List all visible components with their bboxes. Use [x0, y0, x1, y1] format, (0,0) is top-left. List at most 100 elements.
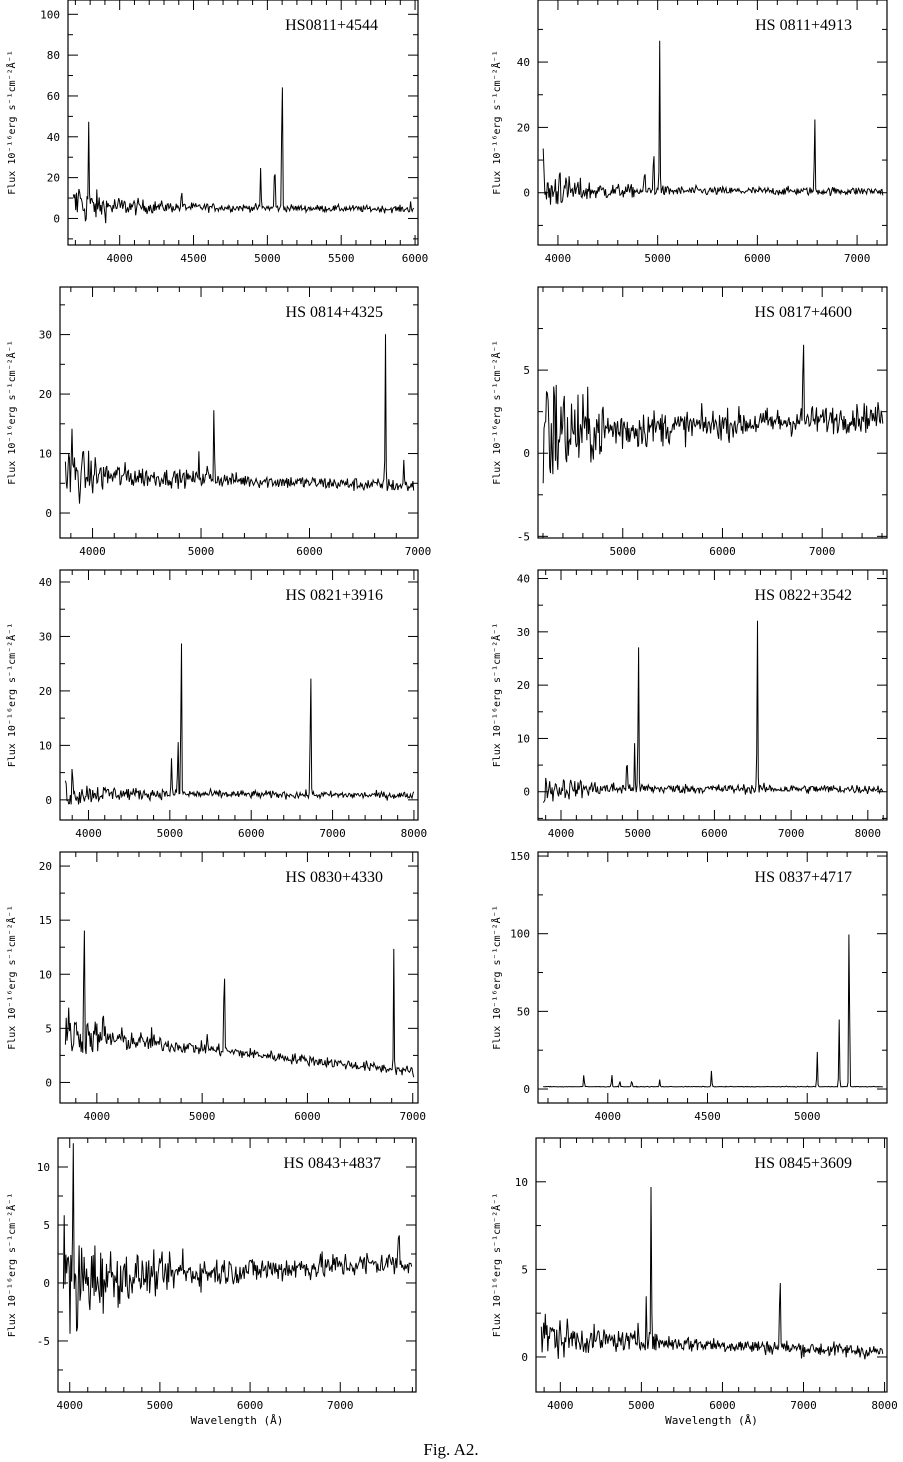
- y-tick-label: 50: [517, 1005, 530, 1018]
- x-tick-label: 7000: [405, 545, 432, 558]
- y-tick-label: 20: [39, 860, 52, 873]
- y-tick-label: 10: [37, 1161, 50, 1174]
- y-axis-label: Flux 10⁻¹⁶erg s⁻¹cm⁻²Å⁻¹: [5, 1193, 18, 1338]
- spectrum-line: [72, 87, 415, 224]
- x-tick-label: 4000: [56, 1399, 83, 1412]
- x-tick-label: 8000: [855, 827, 882, 840]
- y-tick-label: 30: [39, 329, 52, 342]
- x-tick-label: 5000: [147, 1399, 174, 1412]
- spectrum-line: [64, 334, 415, 504]
- spectrum-panel-4: 5000 6000 7000 -5 0 5 HS 0817+4600 Flux 10⁻¹⁶er…: [490, 286, 888, 558]
- x-tick-label: 6000: [296, 545, 323, 558]
- spectrum-panel-2: 4000 5000 6000 7000 0 20 40 HS 0811+4913 Flux 10…: [490, 0, 888, 265]
- x-tick-label: 4500: [180, 252, 207, 265]
- x-tick-label: 5500: [328, 252, 355, 265]
- x-tick-label: 4000: [595, 1110, 622, 1123]
- x-tick-label: 4000: [106, 252, 133, 265]
- x-axis-label: Wavelength (Å): [665, 1414, 758, 1427]
- spectrum-line: [542, 620, 884, 803]
- spectrum-panel-7: 4000 5000 6000 7000 0 5 10 15 20 HS 0830+4330 Flux…: [5, 851, 426, 1123]
- y-axis-label: Flux 10⁻¹⁶erg s⁻¹cm⁻²Å⁻¹: [5, 623, 18, 768]
- panel-frame: [537, 569, 888, 821]
- spectrum-line: [64, 643, 415, 805]
- x-tick-label: 5000: [157, 827, 184, 840]
- panel-frame: [57, 1137, 417, 1393]
- y-tick-label: 30: [39, 630, 52, 643]
- spectrum-panel-1: 4000 4500 5000 5500 6000 0 20 40 60 80 100 HS0811+4…: [5, 0, 428, 265]
- y-axis-label: Flux 10⁻¹⁶erg s⁻¹cm⁻²Å⁻¹: [490, 50, 503, 195]
- x-tick-label: 7000: [844, 252, 871, 265]
- x-tick-label: 7000: [809, 545, 836, 558]
- x-tick-label: 6000: [237, 1399, 264, 1412]
- panel-title: HS 0843+4837: [284, 1155, 381, 1172]
- x-tick-label: 6000: [294, 1110, 321, 1123]
- panel-title: HS 0845+3609: [755, 1155, 852, 1172]
- x-tick-label: 5000: [188, 545, 215, 558]
- panel-frame: [59, 851, 419, 1104]
- y-tick-label: 0: [45, 794, 52, 807]
- y-tick-label: 150: [510, 850, 530, 863]
- y-tick-label: 5: [45, 1022, 52, 1035]
- y-tick-label: 20: [47, 172, 60, 185]
- x-tick-label: 4000: [548, 827, 575, 840]
- x-tick-label: 5000: [624, 827, 651, 840]
- y-tick-label: 20: [39, 685, 52, 698]
- y-tick-label: 100: [40, 8, 60, 21]
- y-tick-label: 10: [39, 968, 52, 981]
- panel-frame: [537, 286, 888, 539]
- spectrum-panel-6: 4000 5000 6000 7000 8000 0 10 20 30 40 HS 0822+354…: [490, 569, 888, 840]
- x-tick-label: 4000: [79, 545, 106, 558]
- y-tick-label: 0: [523, 786, 530, 799]
- x-tick-label: 5000: [254, 252, 281, 265]
- y-tick-label: 40: [39, 576, 52, 589]
- x-tick-label: 8000: [401, 827, 428, 840]
- y-axis-label: Flux 10⁻¹⁶erg s⁻¹cm⁻²Å⁻¹: [5, 50, 18, 195]
- spectrum-line: [542, 344, 884, 484]
- panel-title: HS 0837+4717: [755, 869, 852, 886]
- panel-title: HS 0822+3542: [755, 587, 852, 604]
- x-tick-label: 6000: [744, 252, 771, 265]
- x-tick-label: 4000: [545, 252, 572, 265]
- y-tick-label: 0: [45, 1076, 52, 1089]
- x-tick-label: 5000: [189, 1110, 216, 1123]
- y-axis-label: Flux 10⁻¹⁶erg s⁻¹cm⁻²Å⁻¹: [490, 340, 503, 485]
- panel-frame: [67, 0, 419, 246]
- y-tick-label: 100: [510, 928, 530, 941]
- panel-title: HS0811+4544: [285, 17, 378, 34]
- x-tick-label: 4500: [694, 1110, 721, 1123]
- y-tick-label: 5: [523, 364, 530, 377]
- x-tick-label: 7000: [790, 1399, 817, 1412]
- y-axis-label: Flux 10⁻¹⁶erg s⁻¹cm⁻²Å⁻¹: [490, 1193, 503, 1338]
- y-tick-label: 40: [517, 573, 530, 586]
- spectrum-line: [62, 1143, 413, 1334]
- y-axis-label: Flux 10⁻¹⁶erg s⁻¹cm⁻²Å⁻¹: [490, 905, 503, 1050]
- x-tick-label: 7000: [399, 1110, 426, 1123]
- spectrum-panel-3: 4000 5000 6000 7000 0 10 20 30 HS 0814+4325 Flux …: [5, 286, 432, 558]
- spectrum-panel-9: 4000 5000 6000 7000 -5 0 5 10 HS 0843+4837 Flux 1…: [5, 1137, 417, 1427]
- panel-frame: [537, 851, 888, 1104]
- spectrum-line: [64, 930, 415, 1078]
- y-axis-label: Flux 10⁻¹⁶erg s⁻¹cm⁻²Å⁻¹: [5, 340, 18, 485]
- panel-title: HS 0821+3916: [286, 587, 383, 604]
- x-axis-label: Wavelength (Å): [191, 1414, 284, 1427]
- y-axis-label: Flux 10⁻¹⁶erg s⁻¹cm⁻²Å⁻¹: [490, 623, 503, 768]
- x-tick-label: 5000: [628, 1399, 655, 1412]
- y-tick-label: 0: [521, 1351, 528, 1364]
- spectrum-line: [540, 1186, 884, 1360]
- y-tick-label: 0: [523, 1083, 530, 1096]
- x-tick-label: 6000: [238, 827, 265, 840]
- panel-frame: [537, 0, 888, 246]
- y-tick-label: 20: [39, 388, 52, 401]
- y-axis-label: Flux 10⁻¹⁶erg s⁻¹cm⁻²Å⁻¹: [5, 905, 18, 1050]
- x-tick-label: 5000: [610, 545, 637, 558]
- x-tick-label: 5000: [794, 1110, 821, 1123]
- y-tick-label: 0: [45, 507, 52, 520]
- y-tick-label: 5: [521, 1263, 528, 1276]
- y-tick-label: 10: [517, 732, 530, 745]
- y-tick-label: 80: [47, 49, 60, 62]
- x-tick-label: 4000: [84, 1110, 111, 1123]
- panel-title: HS 0811+4913: [755, 17, 852, 34]
- y-tick-label: 40: [47, 131, 60, 144]
- x-tick-label: 7000: [319, 827, 346, 840]
